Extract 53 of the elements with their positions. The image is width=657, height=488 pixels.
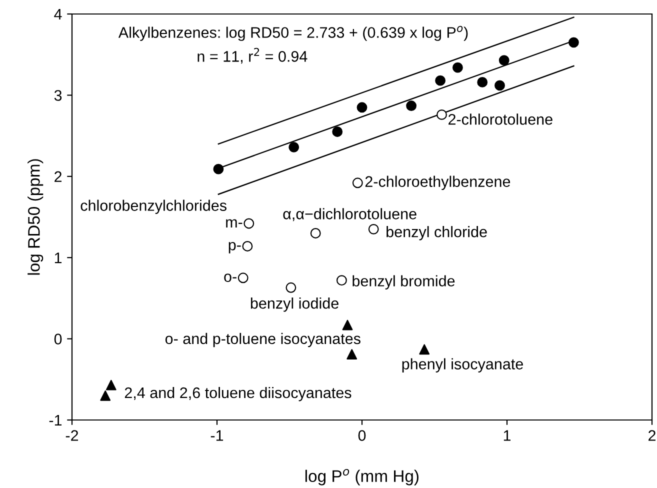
annotation: benzyl chloride: [386, 226, 487, 240]
point: [346, 349, 358, 360]
point: [436, 109, 447, 120]
annotation: phenyl isocyanate: [402, 358, 523, 372]
annotation: 2,4 and 2,6 toluene diisocyanates: [124, 386, 352, 402]
point: [288, 142, 300, 152]
point: [238, 272, 248, 284]
point: [242, 241, 253, 252]
y-axis-title: log RD50 (ppm): [28, 159, 44, 275]
annotation: benzyl bromide: [352, 275, 455, 290]
annotation: p-: [228, 242, 241, 254]
point: [286, 282, 296, 293]
point: [213, 164, 224, 174]
y-tick-label: 2: [54, 171, 62, 182]
annotation: 2-chloroethylbenzene: [365, 176, 510, 190]
annotation: m-: [226, 219, 242, 228]
annotation: Alkylbenzenes: log RD50 = 2.733 + (0.639 x log P$^{o}$): [118, 26, 468, 41]
x-axis-title: log P$^{o}$ (mm Hg): [305, 468, 418, 486]
point: [356, 102, 368, 113]
point: [494, 80, 505, 91]
x-tick-label: 0: [358, 430, 366, 441]
annotation: 2-chlorotoluene: [448, 114, 552, 125]
y-tick-label: 4: [54, 9, 62, 20]
y-tick-label: 3: [54, 90, 62, 101]
point: [352, 178, 363, 188]
y-tick-label: 0: [54, 334, 62, 344]
point: [435, 75, 446, 86]
point: [342, 320, 353, 330]
point: [244, 218, 254, 229]
annotation: o- and p-toluene isocyanates: [165, 332, 360, 348]
annotation: o-: [224, 274, 236, 282]
point: [100, 390, 111, 401]
point: [368, 224, 379, 234]
annotation: α,α−dichlorotoluene: [283, 208, 416, 222]
point: [452, 62, 463, 73]
point: [568, 37, 579, 48]
x-tick-label: 2: [648, 430, 656, 441]
point: [419, 344, 430, 355]
point: [336, 275, 347, 286]
annotation: n = 11, r$^{2}$ = 0.94: [198, 48, 308, 64]
point: [498, 55, 510, 66]
x-tick-label: -1: [210, 430, 224, 441]
y-tick-label: 1: [54, 252, 62, 264]
x-tick-label: -2: [66, 430, 78, 441]
y-tick-label: -1: [49, 415, 62, 426]
point: [332, 126, 343, 137]
annotation: benzyl iodide: [250, 298, 338, 312]
x-tick-label: 1: [504, 430, 511, 441]
point: [477, 76, 488, 88]
annotation: chlorobenzylchlorides: [80, 200, 226, 214]
point: [106, 380, 116, 390]
point: [406, 100, 417, 111]
point: [310, 228, 321, 238]
